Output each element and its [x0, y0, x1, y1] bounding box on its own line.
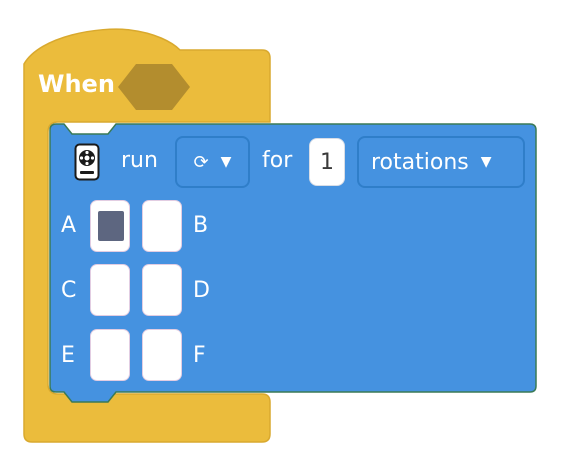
port-label-f: F: [193, 343, 206, 368]
port-d-toggle[interactable]: [142, 264, 182, 316]
port-b-toggle[interactable]: [142, 200, 182, 252]
port-label-c: C: [61, 278, 77, 303]
clockwise-arrow-icon: ⟳: [193, 151, 209, 173]
run-label: run: [121, 148, 158, 173]
port-a-selected-indicator: [98, 211, 124, 241]
port-label-e: E: [61, 343, 75, 368]
port-label-b: B: [193, 213, 209, 238]
port-label-d: D: [193, 278, 210, 303]
rotation-count-input[interactable]: 1: [309, 138, 345, 186]
port-c-toggle[interactable]: [90, 264, 130, 316]
for-label: for: [262, 148, 293, 173]
chevron-down-icon: ▼: [480, 154, 492, 170]
when-label: When: [38, 70, 115, 98]
motor-icon: [74, 143, 100, 181]
unit-dropdown[interactable]: rotations ▼: [357, 136, 525, 188]
port-e-toggle[interactable]: [90, 329, 130, 381]
port-f-toggle[interactable]: [142, 329, 182, 381]
condition-slot[interactable]: [116, 62, 192, 112]
chevron-down-icon: ▼: [220, 154, 232, 170]
direction-dropdown[interactable]: ⟳ ▼: [175, 136, 250, 188]
port-a-toggle[interactable]: [90, 200, 130, 252]
unit-value: rotations: [371, 149, 469, 175]
port-label-a: A: [61, 213, 77, 238]
